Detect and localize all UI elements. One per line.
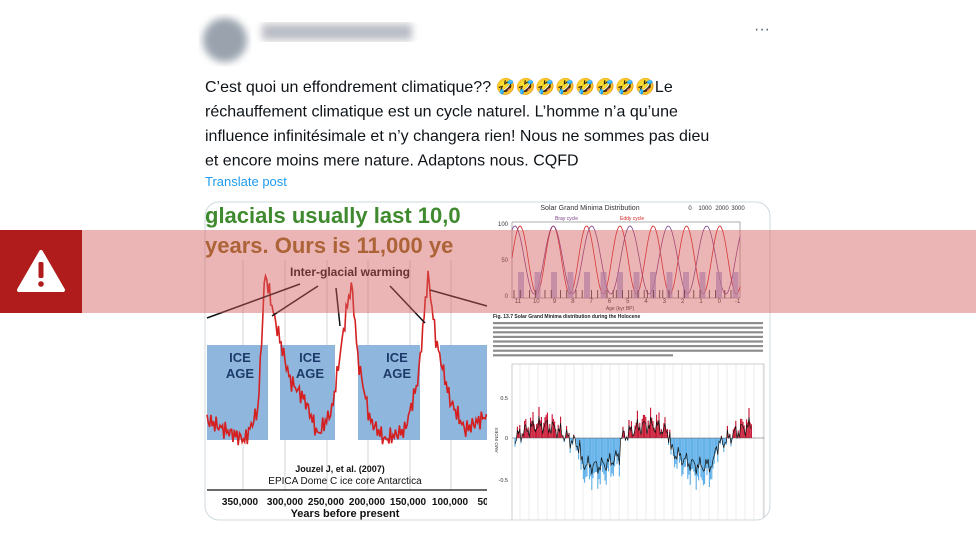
ice-band	[358, 345, 420, 440]
minima-band	[650, 272, 656, 298]
warning-icon-bar	[38, 262, 44, 278]
arrow	[271, 285, 319, 317]
ice-age-label: AGE	[226, 366, 255, 381]
x-tick: 7	[590, 299, 594, 305]
caption-body	[493, 349, 763, 352]
x-tick: 1	[699, 299, 703, 305]
legend: Eddy cycle	[620, 216, 644, 222]
top-tick: 2000	[715, 206, 729, 212]
right-image[interactable]: Solar Grand Minima Distribution 0 1000 2000…	[493, 205, 765, 520]
ice-age-label: AGE	[296, 366, 325, 381]
caption-body	[493, 335, 763, 338]
amo-smooth	[514, 416, 752, 475]
title: Solar Grand Minima Distribution	[540, 205, 639, 212]
translate-link[interactable]: Translate post	[205, 174, 287, 189]
warning-banner	[0, 230, 976, 313]
author-name[interactable]	[262, 24, 412, 40]
minima-band	[716, 272, 722, 298]
top-tick: 3000	[731, 206, 745, 212]
caption-body	[493, 326, 763, 329]
amo-label: AMO INDEX	[494, 427, 499, 452]
minima-band	[633, 272, 640, 298]
ice-age-label: ICE	[299, 350, 321, 365]
arrow	[335, 287, 341, 327]
minima-band	[600, 272, 607, 298]
ice-age-label: AGE	[383, 366, 412, 381]
arrow	[206, 283, 301, 319]
minima-band	[534, 272, 541, 298]
headline: glacials usually last 10,0	[205, 203, 461, 228]
x-tick: 9	[553, 299, 557, 305]
x-tick: 0	[718, 299, 722, 305]
minima-band	[567, 272, 574, 298]
annotation: Inter-glacial warming	[290, 265, 410, 279]
left-image[interactable]: glacials usually last 10,0 years. Ours is…	[205, 202, 490, 520]
x-tick: 8	[571, 299, 575, 305]
caption-body	[493, 331, 763, 334]
x-label: Years before present	[291, 508, 400, 520]
amo-tick: -0.5	[499, 478, 508, 484]
y-tick: 0	[505, 294, 509, 300]
source: EPICA Dome C ice core Antarctica	[268, 476, 422, 487]
top-tick: 1000	[698, 206, 712, 212]
minima-band	[584, 272, 590, 298]
x-tick: 3	[663, 299, 667, 305]
x-tick: 4	[644, 299, 648, 305]
legend: Bray cycle	[555, 216, 578, 222]
media[interactable]: glacials usually last 10,0 years. Ours is…	[205, 202, 770, 520]
x-tick: 11	[515, 299, 522, 305]
ice-band	[280, 345, 335, 440]
minima-band	[699, 272, 706, 298]
post-line: et encore moins mere nature. Adaptons no…	[205, 153, 579, 170]
caption: Fig. 13.7 Solar Grand Minima distributio…	[493, 314, 640, 320]
caption-body	[493, 354, 673, 357]
headline: years. Ours is 11,000 ye	[205, 233, 453, 258]
media-border	[204, 201, 771, 521]
post-line: C’est quoi un effondrement climatique?? …	[205, 77, 673, 97]
amo-tick: 0	[505, 436, 508, 442]
minima-band	[666, 272, 673, 298]
cycle-wave	[511, 225, 741, 295]
y-tick: 100	[498, 222, 509, 228]
x-tick-label: 300,000	[267, 497, 304, 508]
post-line: réchauffement climatique est un cycle na…	[205, 104, 678, 121]
x-tick-label: 150,000	[390, 497, 427, 508]
ice-age-label: ICE	[229, 350, 251, 365]
x-tick-label: 350,000	[222, 497, 259, 508]
caption-body	[493, 340, 763, 343]
minima-band	[617, 272, 623, 298]
x-label: Age (kyr BP)	[606, 306, 635, 312]
x-tick-label: 200,000	[349, 497, 386, 508]
warning-icon-dot	[38, 281, 44, 287]
x-tick-label: 100,000	[432, 497, 469, 508]
amo-tick: 0.5	[500, 396, 508, 402]
minima-band	[518, 272, 524, 298]
x-tick: 6	[608, 299, 612, 305]
x-tick: 5	[626, 299, 630, 305]
post-text: C’est quoi un effondrement climatique?? …	[205, 77, 709, 170]
y-tick: 50	[501, 258, 508, 264]
amo-box	[511, 363, 765, 520]
minima-band	[732, 272, 739, 298]
arrow	[429, 289, 488, 307]
minima-band	[551, 272, 557, 298]
arrow	[389, 285, 426, 324]
top-tick: 0	[688, 206, 692, 212]
minima-band	[683, 272, 689, 298]
x-tick-label: 250,000	[308, 497, 345, 508]
temperature-curve	[206, 270, 488, 446]
more-button[interactable]: ···	[754, 21, 770, 38]
avatar[interactable]	[203, 18, 247, 62]
x-tick: 10	[533, 299, 540, 305]
caption-body	[493, 345, 763, 348]
credit: Jouzel J, et al. (2007)	[295, 464, 385, 474]
x-tick: -1	[735, 299, 741, 305]
x-tick-label: 50	[477, 497, 489, 508]
x-tick: 2	[681, 299, 685, 305]
post-line: influence infinitésimale et n’y changera…	[205, 128, 709, 145]
ice-age-label: ICE	[386, 350, 408, 365]
caption-body	[493, 322, 763, 325]
